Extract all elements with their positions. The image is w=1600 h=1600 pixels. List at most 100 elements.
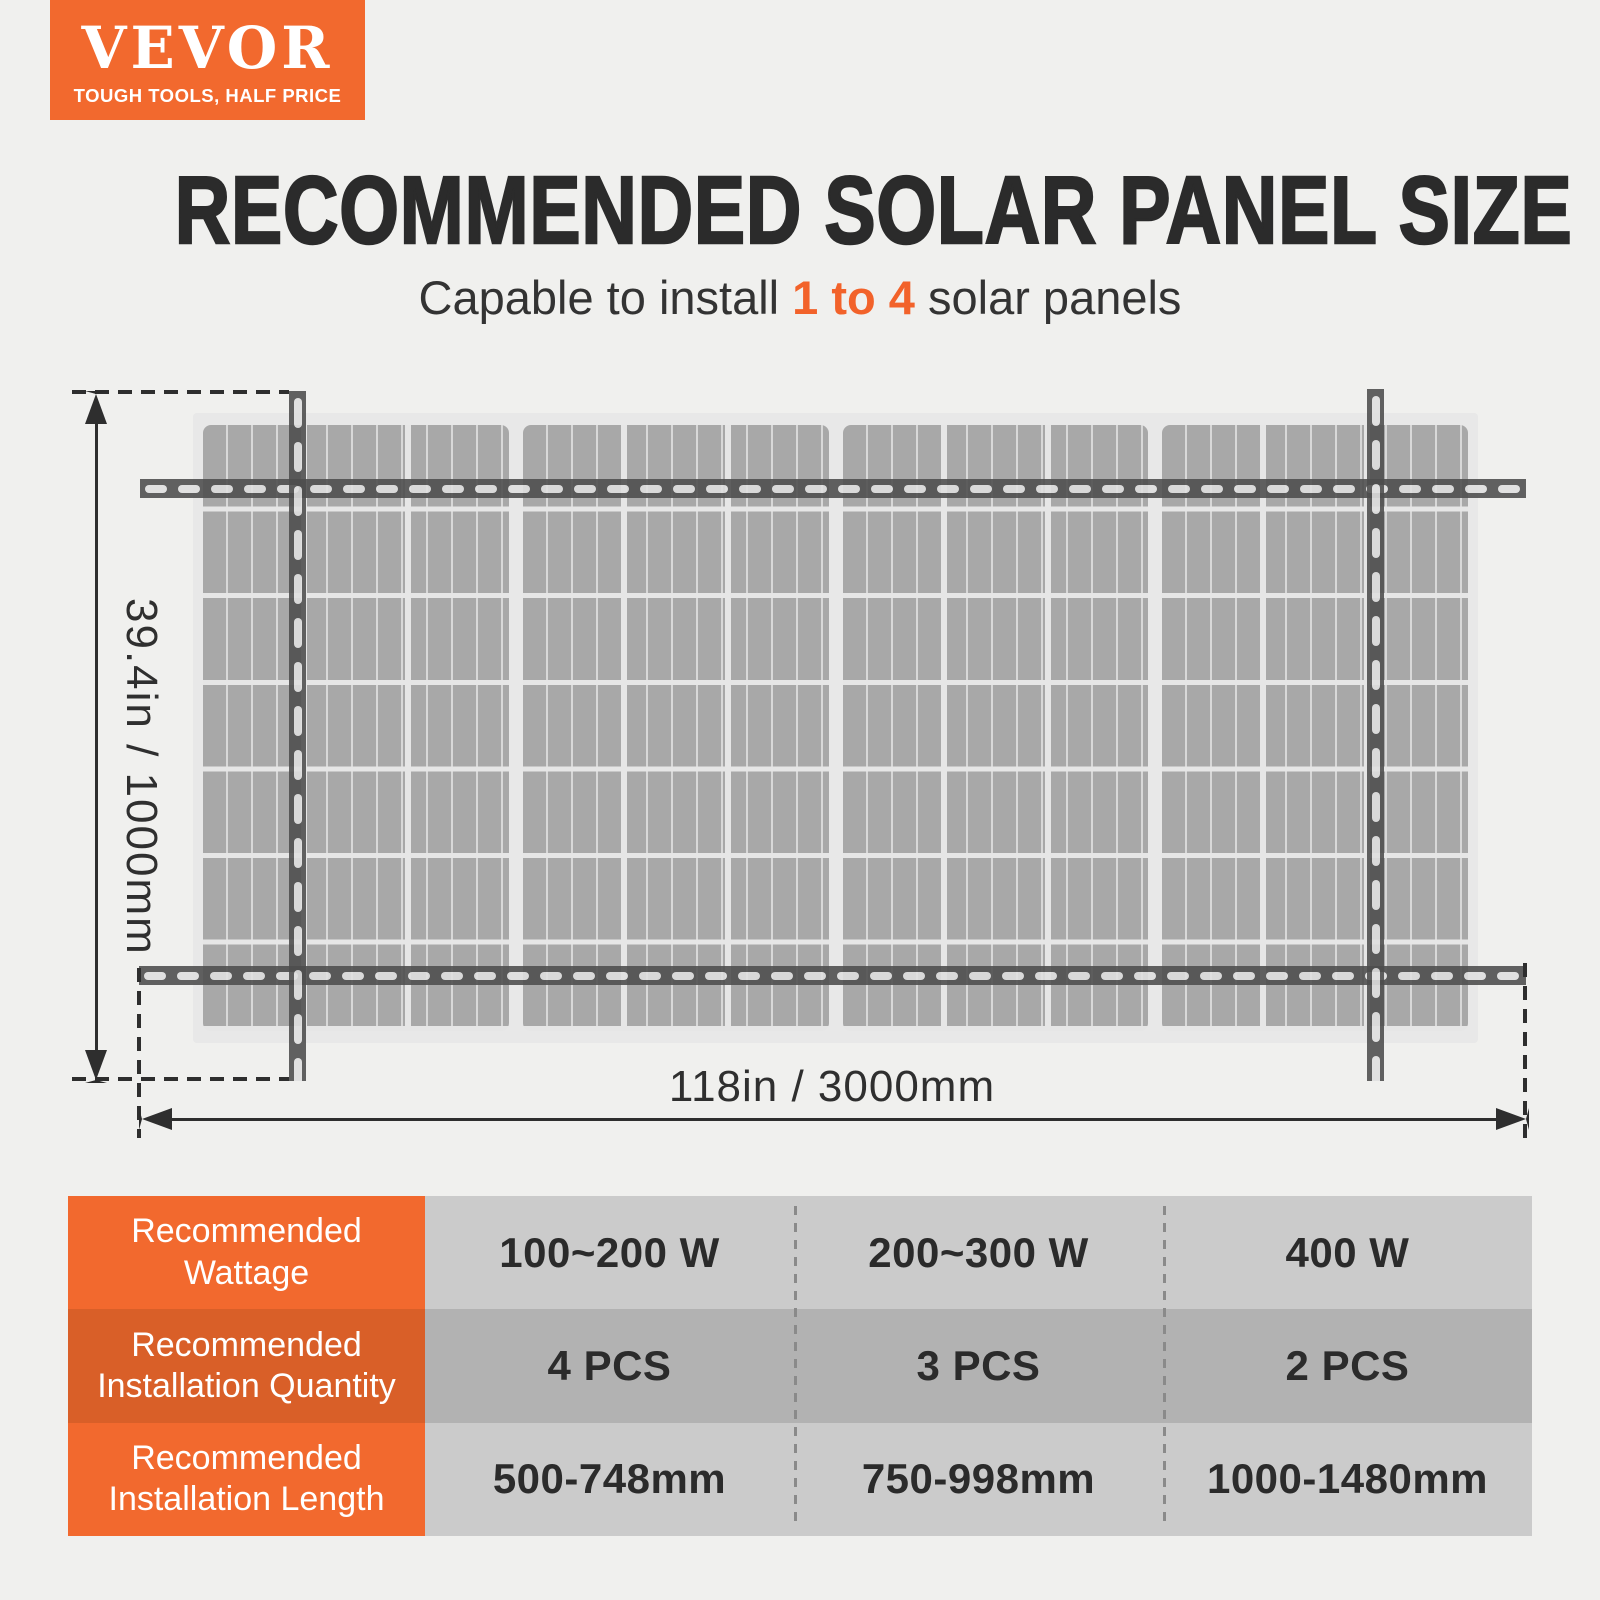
rail-slot — [606, 971, 628, 980]
mounting-rail-bottom — [139, 966, 1526, 985]
rail-slot — [1002, 971, 1024, 980]
width-dimension-label: 118in / 3000mm — [668, 1062, 996, 1111]
table-cell: 500-748mm — [425, 1422, 794, 1536]
rail-slot — [177, 971, 199, 980]
table-cell: 750-998mm — [794, 1422, 1163, 1536]
rail-slot — [293, 882, 302, 912]
rail-slot — [244, 484, 266, 493]
rail-slot — [904, 484, 926, 493]
rail-slot — [293, 442, 302, 472]
rail-slot — [1371, 968, 1380, 998]
rail-slot — [408, 971, 430, 980]
rail-slot — [970, 484, 992, 493]
rail-slot — [541, 484, 563, 493]
extension-line-top — [72, 390, 289, 394]
rail-slot — [838, 484, 860, 493]
rail-slot — [1371, 572, 1380, 602]
rail-slot — [640, 484, 662, 493]
rail-slot — [178, 484, 200, 493]
solar-panel-array — [193, 413, 1478, 1043]
rail-slot — [293, 1014, 302, 1044]
rail-slot — [607, 484, 629, 493]
rail-slot — [293, 618, 302, 648]
rail-slot — [1036, 484, 1058, 493]
solar-panel — [522, 425, 829, 1031]
rail-slot — [870, 971, 892, 980]
arrow-left-icon — [139, 1108, 172, 1130]
row-label-line1: Recommended — [131, 1325, 362, 1364]
row-label-line1: Recommended — [131, 1438, 362, 1477]
rail-slot — [1431, 971, 1453, 980]
rail-slot — [738, 971, 760, 980]
rail-slot — [805, 484, 827, 493]
rail-slot — [508, 484, 530, 493]
table-cell: 200~300 W — [794, 1196, 1163, 1310]
rail-slot — [376, 484, 398, 493]
rail-slot — [1371, 484, 1380, 514]
solar-panel — [203, 425, 509, 1031]
row-label-line1: Recommended — [131, 1212, 362, 1251]
rail-slot — [1371, 396, 1380, 426]
vevor-logo-tagline: TOUGH TOOLS, HALF PRICE — [73, 85, 342, 106]
rail-slot — [507, 971, 529, 980]
mounting-rail-top — [140, 479, 1526, 498]
rail-slot — [276, 971, 298, 980]
row-label-length: Recommended Installation Length — [68, 1422, 425, 1536]
rail-slot — [375, 971, 397, 980]
rail-slot — [277, 484, 299, 493]
extension-line-bottom-right — [1523, 963, 1527, 1140]
subtitle-highlight: 1 to 4 — [792, 271, 915, 324]
rail-slot — [210, 971, 232, 980]
row-label-quantity: Recommended Installation Quantity — [68, 1309, 425, 1423]
rail-slot — [1267, 484, 1289, 493]
rail-slot — [1266, 971, 1288, 980]
rail-slot — [1498, 484, 1520, 493]
rail-slot — [1371, 748, 1380, 778]
rail-slot — [1398, 971, 1420, 980]
rail-slot — [969, 971, 991, 980]
rail-slot — [1200, 971, 1222, 980]
row-label-line2: Installation Length — [108, 1480, 385, 1519]
rail-slot — [475, 484, 497, 493]
rail-slot — [1135, 484, 1157, 493]
rail-slot — [1233, 971, 1255, 980]
rail-slot — [1134, 971, 1156, 980]
rail-slot — [574, 484, 596, 493]
rail-slot — [837, 971, 859, 980]
rail-slot — [293, 706, 302, 736]
rail-slot — [673, 484, 695, 493]
rail-slot — [1068, 971, 1090, 980]
rail-slot — [293, 794, 302, 824]
rail-slot — [1432, 484, 1454, 493]
rail-slot — [1465, 484, 1487, 493]
width-dimension-line — [150, 1118, 1515, 1121]
solar-panel — [1162, 425, 1468, 1031]
rail-slot — [1102, 484, 1124, 493]
rail-slot — [739, 484, 761, 493]
rail-slot — [772, 484, 794, 493]
subtitle-prefix: Capable to install — [418, 271, 793, 324]
rail-slot — [293, 486, 302, 516]
vevor-logo: VEVOR TOUGH TOOLS, HALF PRICE — [50, 0, 365, 120]
subtitle-suffix: solar panels — [914, 271, 1182, 324]
rail-slot — [1497, 971, 1519, 980]
extension-line-bottom — [72, 1077, 289, 1081]
column-separator — [794, 1206, 797, 1526]
rail-slot — [409, 484, 431, 493]
rail-slot — [293, 662, 302, 692]
height-dimension-line — [95, 400, 98, 1060]
rail-slot — [1069, 484, 1091, 493]
table-cell: 2 PCS — [1163, 1309, 1532, 1423]
rail-slot — [442, 484, 464, 493]
rail-slot — [1234, 484, 1256, 493]
rail-slot — [293, 398, 302, 428]
rail-slot — [1371, 880, 1380, 910]
rail-slot — [211, 484, 233, 493]
rail-slot — [1371, 836, 1380, 866]
rail-slot — [1371, 1012, 1380, 1042]
rail-slot — [1464, 971, 1486, 980]
solar-panel — [842, 425, 1149, 1031]
rail-slot — [1371, 528, 1380, 558]
arrow-up-icon — [85, 391, 107, 424]
rail-slot — [573, 971, 595, 980]
